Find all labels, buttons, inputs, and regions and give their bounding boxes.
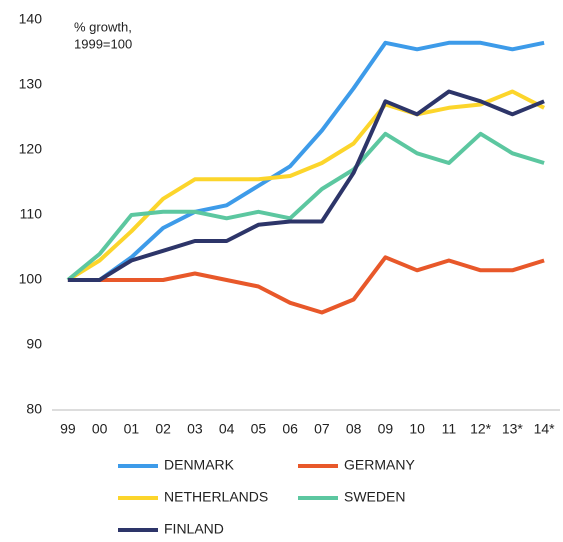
x-tick-label: 14* [534, 421, 556, 437]
x-tick-label: 01 [124, 421, 140, 437]
legend-label: DENMARK [164, 457, 235, 473]
legend-label: GERMANY [344, 457, 415, 473]
y-tick-label: 130 [19, 76, 43, 92]
legend-label: SWEDEN [344, 489, 405, 505]
x-tick-label: 00 [92, 421, 108, 437]
x-tick-label: 03 [187, 421, 203, 437]
data-line [67, 40, 545, 282]
y-tick-label: 140 [19, 11, 43, 27]
x-tick-label: 11 [442, 421, 457, 437]
x-tick-label: 09 [378, 421, 394, 437]
data-line [67, 89, 545, 282]
annotation: % growth, [74, 19, 132, 34]
y-tick-label: 120 [19, 141, 43, 157]
data-line [67, 255, 545, 315]
x-tick-label: 02 [155, 421, 171, 437]
annotation: 1999=100 [74, 36, 132, 51]
x-tick-label: 05 [251, 421, 267, 437]
y-tick-label: 100 [19, 271, 43, 287]
y-tick-label: 110 [20, 206, 43, 222]
x-tick-label: 08 [346, 421, 362, 437]
data-line [66, 131, 545, 282]
legend-label: FINLAND [164, 521, 224, 537]
x-tick-label: 13* [502, 421, 524, 437]
x-tick-label: 06 [282, 421, 298, 437]
x-tick-label: 07 [314, 421, 330, 437]
y-tick-label: 80 [26, 401, 42, 417]
x-tick-label: 10 [409, 421, 425, 437]
legend-label: NETHERLANDS [164, 489, 268, 505]
x-tick-label: 99 [60, 421, 76, 437]
x-tick-label: 12* [470, 421, 492, 437]
x-tick-label: 04 [219, 421, 235, 437]
y-tick-label: 90 [26, 336, 42, 352]
